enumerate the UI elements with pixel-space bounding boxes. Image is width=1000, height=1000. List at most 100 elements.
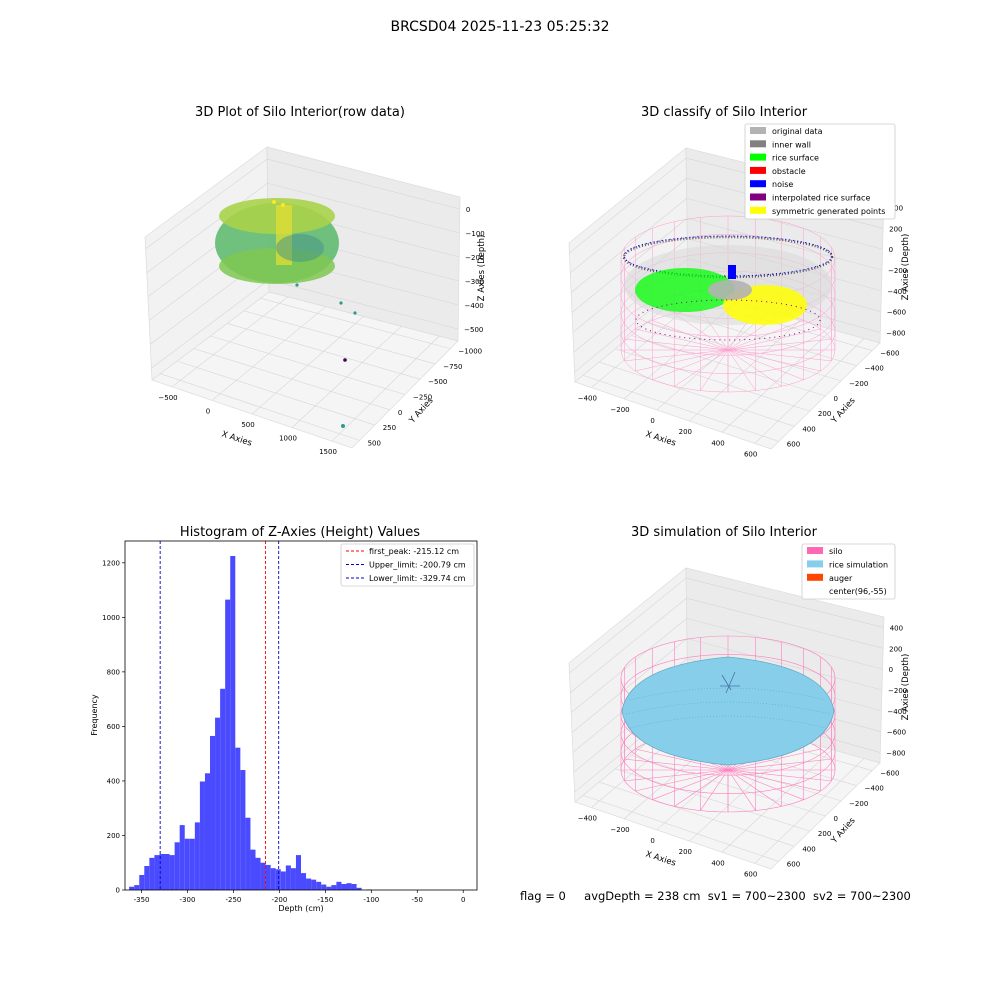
p2-xtick-label: 0 <box>650 417 654 425</box>
p4-ztick-label: −800 <box>886 750 905 758</box>
histogram-bar <box>260 862 266 890</box>
p2-xlabel: X Axies <box>644 429 677 448</box>
histogram-bar <box>154 855 160 890</box>
avg-depth-text: avgDepth = 238 cm <box>584 889 701 903</box>
histogram-bar <box>275 869 281 890</box>
panel-classify-3d: 3D classify of Silo Interior −400−200020… <box>568 105 911 458</box>
histogram-ylabel: Frequency <box>90 694 99 736</box>
p2-legend-swatch <box>750 193 766 201</box>
sv2-text: sv2 = 700~2300 <box>812 889 911 903</box>
histogram-xtick-label: -300 <box>180 896 196 904</box>
p4-grid-z <box>686 597 884 649</box>
status-footer: flag = 0 avgDepth = 238 cm sv1 = 700~230… <box>520 889 911 903</box>
p1-point-cloud <box>215 198 339 284</box>
p2-ytick-label: 0 <box>834 395 838 403</box>
histogram-ytick-label: 1000 <box>102 614 120 622</box>
p2-legend: original data inner wall rice surface obsta… <box>744 123 896 220</box>
p2-ytick-label: −600 <box>880 350 899 358</box>
p2-grid-z <box>571 218 688 313</box>
p1-grid-z <box>145 158 268 250</box>
panel-2-title: 3D classify of Silo Interior <box>641 105 808 120</box>
histogram-bar <box>179 825 185 890</box>
histogram-bar <box>290 868 296 890</box>
histogram-ytick-label: 0 <box>116 887 120 895</box>
p4-xtick-label: 400 <box>711 859 724 867</box>
p2-ztick-label: −600 <box>887 309 906 317</box>
p4-xtick-label: 0 <box>650 837 654 845</box>
histogram-bar <box>270 868 276 890</box>
p2-tick-labels: −400−20002004006006004002000−200−400−600… <box>578 204 908 458</box>
p4-xtick-label: 200 <box>679 848 692 856</box>
p1-zlabel: Z Axies (Depth) <box>477 235 487 302</box>
p1-ytick-label: 250 <box>383 424 396 432</box>
histogram-bar <box>245 817 251 890</box>
histogram-ytick-label: 600 <box>107 723 120 731</box>
histogram-bar <box>295 855 301 890</box>
p2-legend-swatch <box>750 127 766 134</box>
p1-grid-y <box>260 297 451 349</box>
p1-ztick-label: −100 <box>466 230 485 238</box>
p2-legend-label: obstacle <box>772 167 806 176</box>
histogram-bar <box>144 866 150 890</box>
p4-grid-y <box>599 781 795 847</box>
p2-grid-z <box>686 198 883 250</box>
p2-silo-spoke <box>727 349 804 380</box>
p2-silo-spoke <box>727 349 832 362</box>
p1-grid-z <box>267 158 460 210</box>
histogram-xtick-label: -200 <box>271 896 287 904</box>
p2-grid-z <box>686 218 883 271</box>
p2-silo-spoke <box>727 338 832 351</box>
p2-grid-z <box>569 157 687 254</box>
histogram-bar <box>189 838 195 890</box>
histogram-bar <box>316 881 322 890</box>
p1-ytick-label: −1000 <box>458 348 482 356</box>
p4-silo-spoke <box>727 769 821 792</box>
p1-xtick-label: 0 <box>206 407 210 415</box>
p2-silo-spoke <box>674 349 729 387</box>
p2-silo-spoke <box>727 320 804 351</box>
p2-grid-y <box>582 375 779 442</box>
histogram-y-ticks: 0 200 400 600 800 1000 1200 <box>102 559 125 895</box>
p2-grid-z <box>570 177 687 274</box>
histogram-xlabel: Depth (cm) <box>278 904 323 913</box>
p2-xtick-label: −400 <box>578 395 597 403</box>
histogram-xtick-label: -100 <box>363 896 379 904</box>
p2-legend-label: inner wall <box>772 140 811 149</box>
p2-ytick-label: 600 <box>787 440 800 448</box>
p1-xlabel: X Axies <box>220 429 253 448</box>
p4-silo-spoke <box>635 748 729 771</box>
p1-ztick-label: −200 <box>465 254 484 262</box>
histogram-bar <box>311 879 317 890</box>
p4-ztick-label: 0 <box>889 666 893 674</box>
p4-silo-spoke <box>624 769 729 782</box>
panel-1-title: 3D Plot of Silo Interior(row data) <box>195 105 405 120</box>
panel-simulation-3d: 3D simulation of Silo Interior −400 −200 0… <box>568 525 911 878</box>
p1-grid-y <box>243 310 436 365</box>
histogram-bar <box>169 855 175 890</box>
histogram-xtick-label: 0 <box>461 896 465 904</box>
p1-grid-z <box>151 279 270 369</box>
p1-pane-floor <box>151 291 459 449</box>
p4-ztick-label: 200 <box>889 645 902 653</box>
p4-grid-z <box>569 577 687 674</box>
p4-ztick-label: −400 <box>887 708 906 716</box>
panel-4-title: 3D simulation of Silo Interior <box>631 525 818 540</box>
p1-xtick-label: 500 <box>241 421 254 429</box>
p2-ztick-label: 400 <box>890 204 903 212</box>
histogram-bar <box>285 865 291 890</box>
p2-silo-spoke <box>727 349 782 387</box>
p2-silo-spoke <box>727 349 756 391</box>
p2-xtick-label: −200 <box>610 406 629 414</box>
histogram-legend-frame <box>340 543 475 587</box>
p2-silo-spoke <box>652 349 729 380</box>
p4-ytick-label: 0 <box>834 815 838 823</box>
histogram-bar <box>356 887 362 890</box>
p1-outlier <box>295 283 299 287</box>
p1-cloud-shadow <box>276 234 324 262</box>
histogram-legend-label: first_peak: -215.12 cm <box>369 547 459 556</box>
histogram-ytick-label: 1200 <box>102 559 120 567</box>
histogram-bar <box>331 885 337 890</box>
p2-silo-spoke <box>727 349 821 372</box>
histogram-bar <box>129 886 135 890</box>
p4-legend-label: rice simulation <box>829 560 888 569</box>
